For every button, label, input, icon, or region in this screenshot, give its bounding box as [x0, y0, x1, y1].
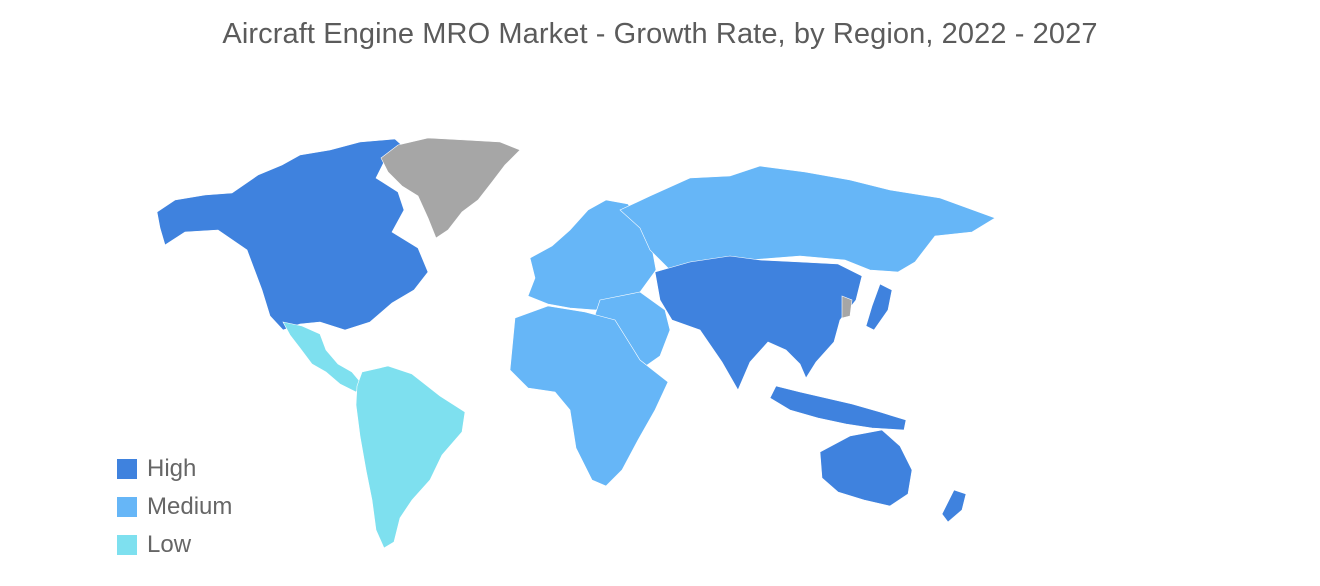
region-greenland: [380, 137, 521, 239]
region-asia-pacific: [654, 255, 863, 391]
map-legend: High Medium Low: [117, 450, 232, 564]
region-mexico-central-america: [282, 321, 363, 393]
region-new-zealand: [941, 489, 967, 523]
region-japan: [865, 283, 893, 331]
legend-label-high: High: [147, 455, 197, 482]
region-australia: [819, 429, 913, 507]
region-europe: [527, 199, 657, 311]
legend-swatch-high: [117, 459, 137, 479]
legend-swatch-low: [117, 535, 137, 555]
legend-item-high: High: [117, 450, 232, 488]
region-korea: [841, 295, 853, 319]
region-south-america: [355, 365, 466, 549]
chart-title: Aircraft Engine MRO Market - Growth Rate…: [222, 18, 1098, 50]
region-southeast-asia: [769, 385, 907, 431]
legend-item-medium: Medium: [117, 488, 232, 526]
region-russia: [619, 165, 996, 273]
legend-label-low: Low: [147, 531, 192, 558]
region-north-america: [156, 138, 429, 331]
legend-swatch-medium: [117, 497, 137, 517]
legend-item-low: Low: [117, 526, 232, 564]
legend-label-medium: Medium: [147, 493, 233, 520]
region-africa: [509, 305, 669, 487]
